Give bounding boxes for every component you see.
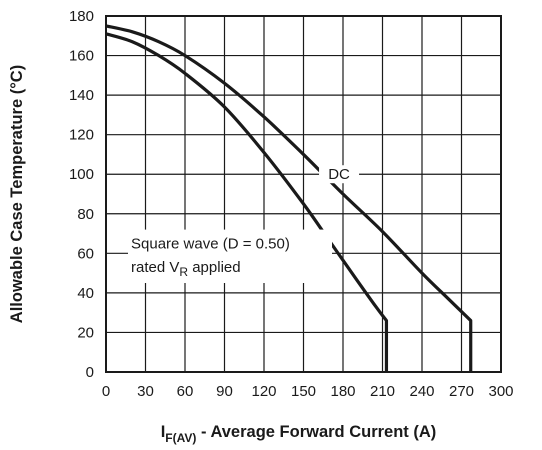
- y-tick-label: 0: [86, 364, 94, 381]
- square-wave-label-line1: Square wave (D = 0.50): [131, 235, 290, 252]
- x-tick-label: 240: [409, 383, 434, 400]
- square-wave-label-background: [128, 229, 332, 283]
- x-tick-label: 30: [137, 383, 154, 400]
- dc-series-label: DC: [328, 166, 350, 183]
- y-tick-label: 160: [69, 48, 94, 65]
- x-tick-label: 90: [216, 383, 233, 400]
- y-tick-label: 60: [77, 245, 94, 262]
- y-tick-label: 80: [77, 206, 94, 223]
- grid-lines: [105, 15, 502, 373]
- square-wave-series-line: [105, 32, 389, 372]
- y-tick-label: 120: [69, 127, 94, 144]
- x-tick-label: 270: [449, 383, 474, 400]
- x-tick-label: 300: [488, 383, 513, 400]
- plot-frame: [105, 15, 502, 373]
- rated-v-subscript: R: [179, 265, 188, 279]
- y-tick-label: 140: [69, 87, 94, 104]
- rated-v-prefix: rated V: [131, 259, 179, 276]
- y-axis-title: Allowable Case Temperature (°C): [8, 65, 26, 323]
- dc-series-line: [105, 24, 473, 372]
- x-tick-label: 150: [291, 383, 316, 400]
- x-axis-subscript: F(AV): [165, 431, 196, 445]
- y-tick-label: 180: [69, 8, 94, 25]
- series-lines: [105, 24, 473, 372]
- y-tick-labels: 0 20 40 60 80 100 120 140 160 180: [69, 8, 94, 381]
- x-tick-label: 60: [177, 383, 194, 400]
- x-tick-labels: 0 30 60 90 120 150 180 210 240 270 300: [102, 383, 514, 400]
- rated-v-suffix: applied: [188, 259, 241, 276]
- x-axis-symbol: I: [161, 423, 166, 441]
- y-tick-label: 40: [77, 285, 94, 302]
- x-tick-label: 180: [330, 383, 355, 400]
- y-tick-label: 100: [69, 166, 94, 183]
- x-tick-label: 210: [370, 383, 395, 400]
- square-wave-label-line2: rated VR applied: [131, 259, 241, 279]
- x-tick-label: 120: [251, 383, 276, 400]
- x-axis-description: - Average Forward Current (A): [196, 423, 436, 441]
- x-tick-label: 0: [102, 383, 110, 400]
- y-tick-label: 20: [77, 324, 94, 341]
- dc-label-background: [319, 165, 360, 184]
- x-axis-title: IF(AV) - Average Forward Current (A): [161, 423, 437, 445]
